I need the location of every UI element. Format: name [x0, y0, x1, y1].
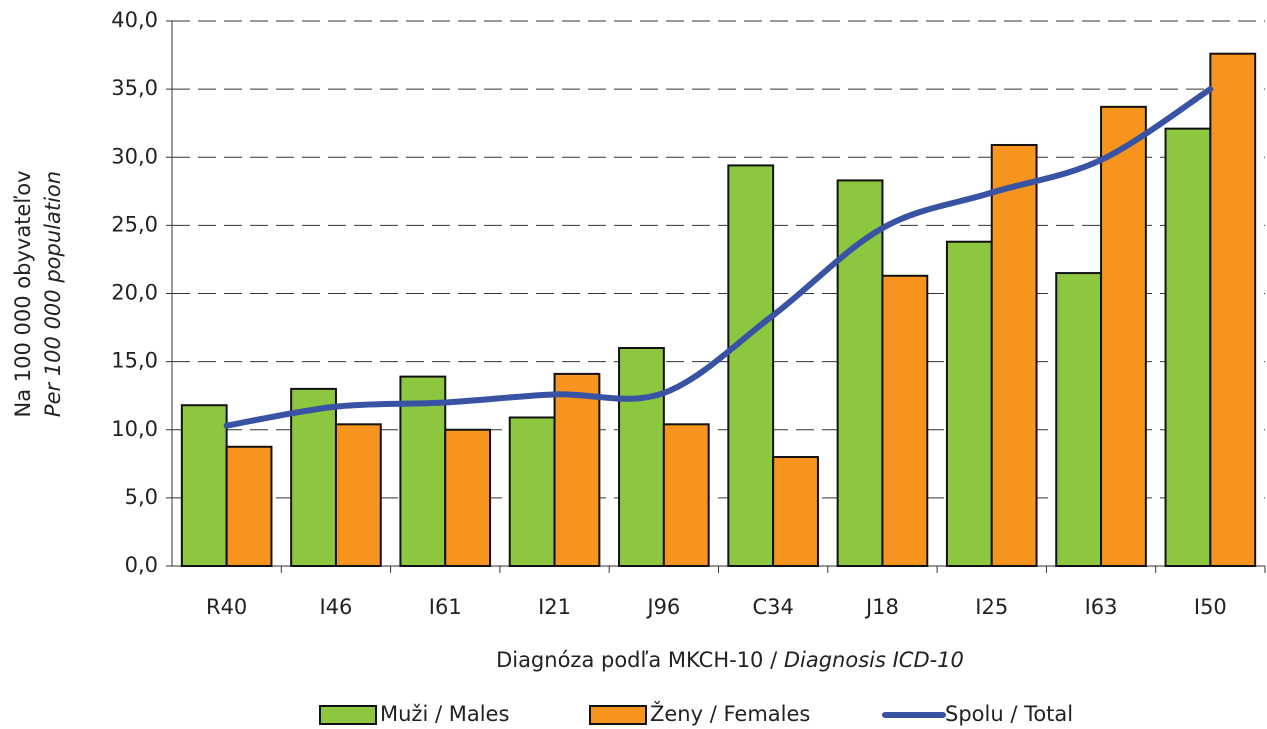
bar [334, 423, 382, 567]
y-tick-label: 30,0 [111, 144, 158, 168]
bar [772, 456, 819, 567]
legend-label: Ženy / Females [650, 701, 810, 726]
bar [662, 423, 710, 567]
y-tick-label: 25,0 [111, 212, 158, 236]
x-tick-label: I25 [975, 595, 1008, 619]
x-label-main: Diagnóza podľa MKCH-10 / [496, 648, 784, 672]
bar [990, 143, 1038, 568]
y-tick-label: 15,0 [111, 349, 158, 373]
bar [1100, 105, 1147, 568]
total-line [223, 86, 1214, 429]
y-tick-label: 35,0 [111, 76, 158, 100]
x-tick-label: I21 [538, 595, 571, 619]
bar [618, 347, 665, 567]
bar [399, 375, 447, 567]
bar [1055, 272, 1103, 567]
bar [727, 164, 775, 568]
bar [508, 416, 556, 567]
x-axis-label: Diagnóza podľa MKCH-10 / Diagnosis ICD-1… [496, 648, 964, 672]
bar [836, 179, 884, 567]
bar [1209, 52, 1257, 567]
bar [945, 240, 993, 567]
legend-label: Spolu / Total [945, 702, 1073, 726]
bar [180, 404, 228, 567]
x-tick-label: J96 [645, 595, 680, 619]
legend-label: Muži / Males [380, 702, 509, 726]
x-tick-label: J18 [864, 595, 899, 619]
legend-swatch [319, 705, 377, 725]
bar [881, 274, 929, 567]
x-tick-label: R40 [206, 595, 247, 619]
x-label-italic: Diagnosis ICD-10 [784, 648, 964, 672]
x-tick-label: I61 [429, 595, 462, 619]
y-axis-label: Na 100 000 obyvateľov [11, 171, 35, 418]
bar [1164, 127, 1212, 567]
bar [553, 372, 601, 568]
x-tick-label: C34 [752, 595, 793, 619]
y-tick-label: 10,0 [111, 417, 158, 441]
y-tick-label: 0,0 [125, 553, 158, 577]
x-tick-label: I63 [1085, 595, 1118, 619]
x-tick-label: I46 [319, 595, 352, 619]
bar [444, 428, 492, 567]
bar [225, 445, 273, 567]
y-tick-label: 20,0 [111, 281, 158, 305]
legend-swatch [589, 705, 647, 725]
y-axis-label-italic: Per 100 000 population [41, 171, 65, 417]
y-tick-label: 5,0 [125, 485, 158, 509]
bar [290, 387, 337, 567]
y-tick-label: 40,0 [111, 8, 158, 32]
x-tick-label: I50 [1194, 595, 1227, 619]
